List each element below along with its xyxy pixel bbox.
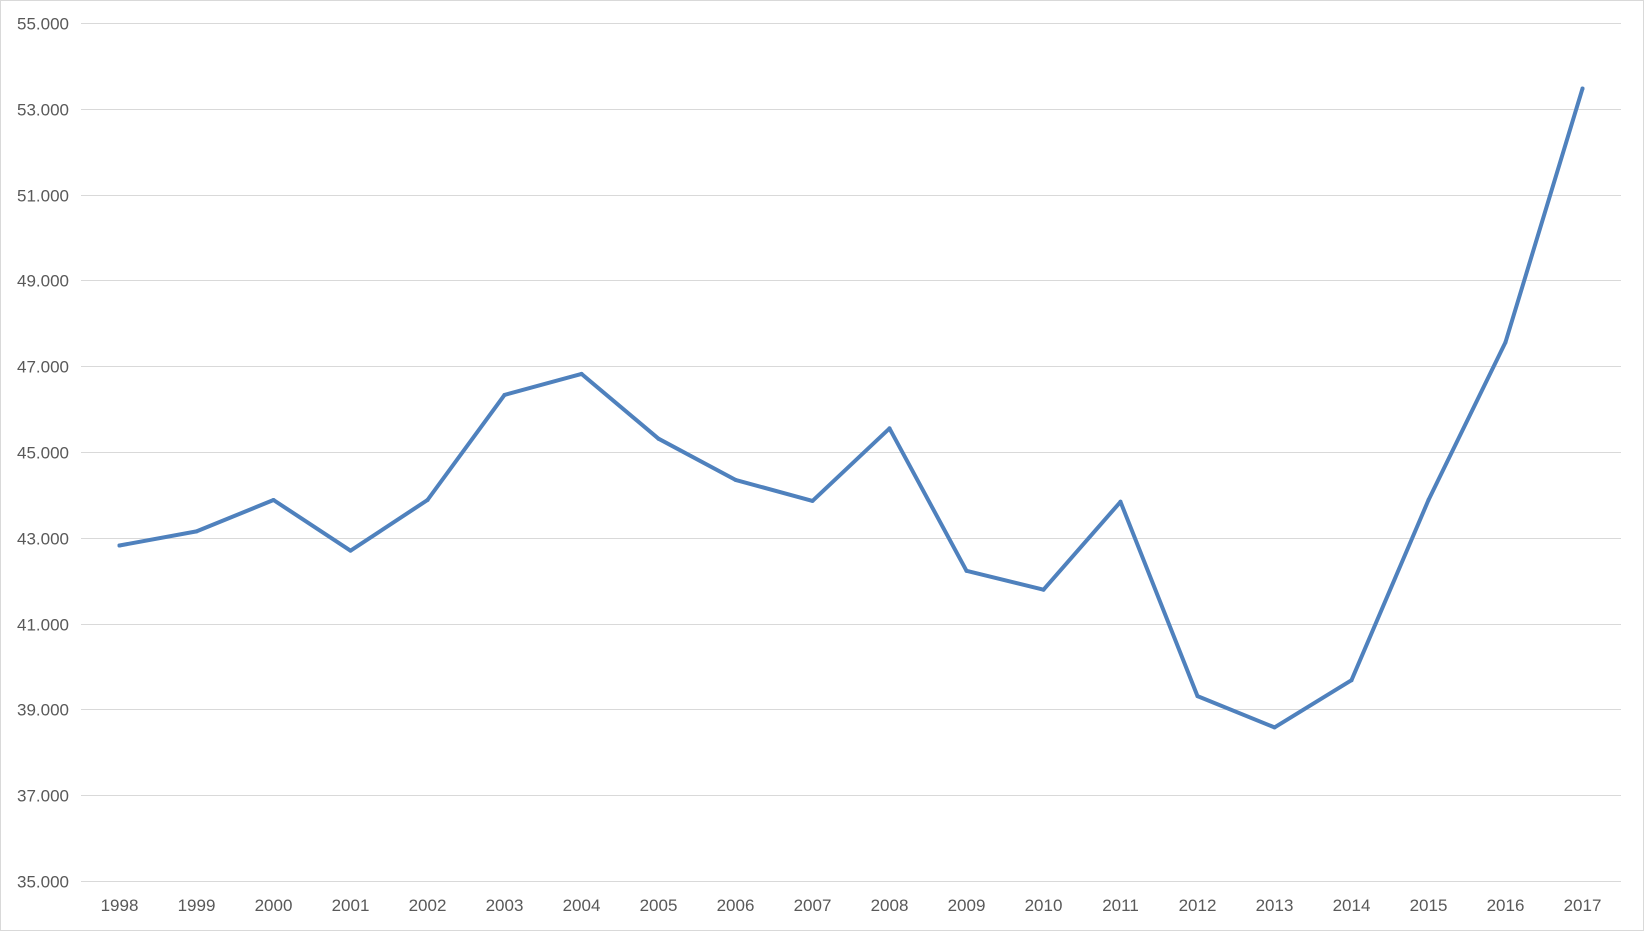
x-tick-label: 2016 <box>1487 896 1525 915</box>
y-tick-label: 37.000 <box>17 787 69 806</box>
x-tick-label: 2008 <box>871 896 909 915</box>
x-tick-label: 2001 <box>332 896 370 915</box>
x-tick-label: 2012 <box>1179 896 1217 915</box>
y-tick-label: 43.000 <box>17 530 69 549</box>
y-axis-tick-labels: 35.000 37.000 39.000 41.000 43.000 45.000 47.0… <box>17 15 69 892</box>
data-point-2008 <box>887 426 892 431</box>
data-point-2007 <box>810 498 815 503</box>
y-tick-label: 51.000 <box>17 187 69 206</box>
y-tick-label: 47.000 <box>17 358 69 377</box>
gridlines <box>81 23 1621 882</box>
data-point-2013 <box>1272 725 1277 730</box>
data-point-1999 <box>194 529 199 534</box>
data-point-1998 <box>117 543 122 548</box>
data-point-2014 <box>1349 678 1354 683</box>
x-tick-label: 1998 <box>101 896 139 915</box>
x-tick-label: 2015 <box>1410 896 1448 915</box>
series-line <box>117 86 1585 730</box>
y-tick-label: 35.000 <box>17 873 69 892</box>
x-tick-label: 2004 <box>563 896 601 915</box>
y-tick-label: 45.000 <box>17 444 69 463</box>
x-tick-label: 2009 <box>948 896 986 915</box>
data-point-2012 <box>1195 694 1200 699</box>
x-tick-label: 2005 <box>640 896 678 915</box>
x-tick-label: 2011 <box>1102 896 1139 915</box>
data-point-2009 <box>964 568 969 573</box>
x-tick-label: 1999 <box>178 896 216 915</box>
y-tick-label: 49.000 <box>17 272 69 291</box>
data-point-2003 <box>502 392 507 397</box>
data-point-2001 <box>348 548 353 553</box>
data-point-2004 <box>579 371 584 376</box>
y-tick-label: 55.000 <box>17 15 69 34</box>
x-tick-label: 2000 <box>255 896 293 915</box>
x-tick-label: 2010 <box>1025 896 1063 915</box>
data-point-2016 <box>1503 340 1508 345</box>
x-tick-label: 2002 <box>409 896 447 915</box>
data-point-2005 <box>656 436 661 441</box>
x-axis-tick-labels: 1998 1999 2000 2001 2002 2003 2004 2005 2006 2007… <box>101 896 1602 915</box>
series-layer <box>117 86 1585 730</box>
x-tick-label: 2007 <box>794 896 832 915</box>
data-point-2002 <box>425 498 430 503</box>
x-tick-label: 2014 <box>1333 896 1371 915</box>
data-point-2017 <box>1580 86 1585 91</box>
x-tick-label: 2013 <box>1256 896 1294 915</box>
y-tick-label: 39.000 <box>17 701 69 720</box>
data-point-2006 <box>733 477 738 482</box>
x-tick-label: 2006 <box>717 896 755 915</box>
data-point-2000 <box>271 498 276 503</box>
data-point-2011 <box>1118 499 1123 504</box>
data-point-2010 <box>1041 587 1046 592</box>
x-tick-label: 2003 <box>486 896 524 915</box>
y-tick-label: 41.000 <box>17 616 69 635</box>
x-tick-label: 2017 <box>1564 896 1602 915</box>
data-point-2015 <box>1426 498 1431 503</box>
y-tick-label: 53.000 <box>17 101 69 120</box>
